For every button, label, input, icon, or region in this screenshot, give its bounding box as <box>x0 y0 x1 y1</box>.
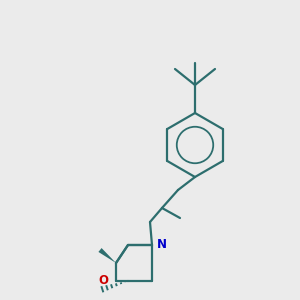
Polygon shape <box>98 248 116 263</box>
Text: O: O <box>98 274 108 287</box>
Text: N: N <box>157 238 167 251</box>
